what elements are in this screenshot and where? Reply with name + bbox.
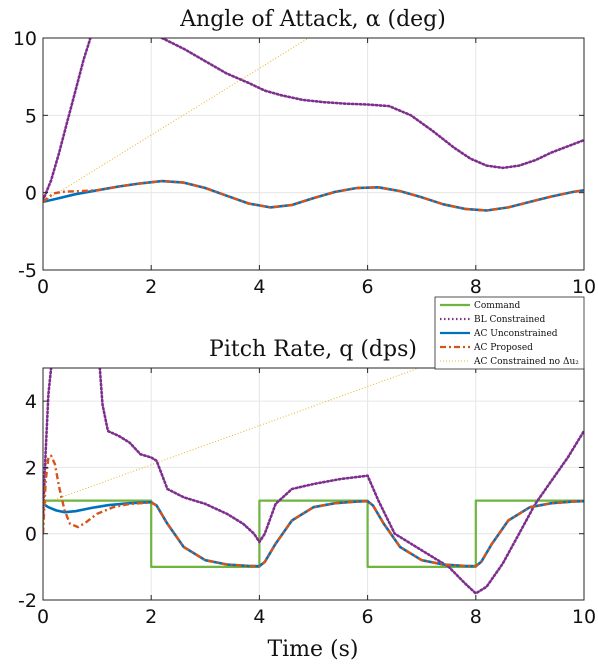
aoa-ytick-label: 0: [25, 183, 37, 205]
pitch-rate-xtick-label: 10: [572, 606, 596, 628]
pitch-rate-xtick-label: 4: [253, 606, 265, 628]
pitch-rate-xtick-label: 8: [470, 606, 482, 628]
pitch-rate-ytick-label: -2: [18, 590, 37, 612]
aoa-series-bl2: [160, 38, 584, 170]
pitch-rate-series-cmd: [43, 499, 584, 569]
pitch-rate-series-ac-prop: [43, 454, 584, 568]
pitch-rate-xtick-label: 6: [362, 606, 374, 628]
legend-label-ac-unc: AC Unconstrained: [473, 329, 558, 339]
aoa-ytick-label: 5: [25, 105, 37, 127]
aoa-xtick-label: 8: [470, 276, 482, 298]
pitch-rate-series-bl: [43, 368, 53, 519]
pitch-rate-series: [43, 368, 584, 595]
legend-label-bl: BL Constrained: [474, 315, 545, 325]
pitch-rate-xtick-label: 0: [37, 606, 49, 628]
pitch-rate-ytick-label: 4: [25, 391, 37, 413]
aoa-xtick-label: 4: [253, 276, 265, 298]
aoa-xtick-label: 2: [145, 276, 157, 298]
x-axis-label: Time (s): [267, 637, 358, 662]
legend-label-cmd: Command: [474, 301, 521, 311]
legend-label-ac-prop: AC Proposed: [473, 343, 533, 353]
pitch-rate-ytick-label: 2: [25, 457, 37, 479]
aoa-xtick-label: 0: [37, 276, 49, 298]
aoa-series: [43, 38, 584, 212]
aoa-xtick-label: 10: [572, 276, 596, 298]
pitch-rate-ytick-label: 0: [25, 524, 37, 546]
pitch-rate-xtick-label: 2: [145, 606, 157, 628]
aoa-series-bl: [43, 38, 92, 202]
aoa-title: Angle of Attack, α (deg): [179, 7, 446, 32]
aoa-xtick-label: 6: [362, 276, 374, 298]
legend-label-ac-nodelta: AC Constrained no Δu₂: [473, 357, 579, 367]
legend: Command BL Constrained AC Unconstrained AC …: [434, 296, 585, 370]
aoa-plot-area: [42, 37, 585, 271]
aoa-ytick-label: -5: [18, 260, 37, 282]
aoa-series-ac-nodelta: [43, 38, 310, 203]
pitch-rate-series-bl2: [98, 368, 584, 595]
pitch-rate-title: Pitch Rate, q (dps): [209, 337, 417, 362]
aoa-ytick-label: 10: [13, 28, 37, 50]
